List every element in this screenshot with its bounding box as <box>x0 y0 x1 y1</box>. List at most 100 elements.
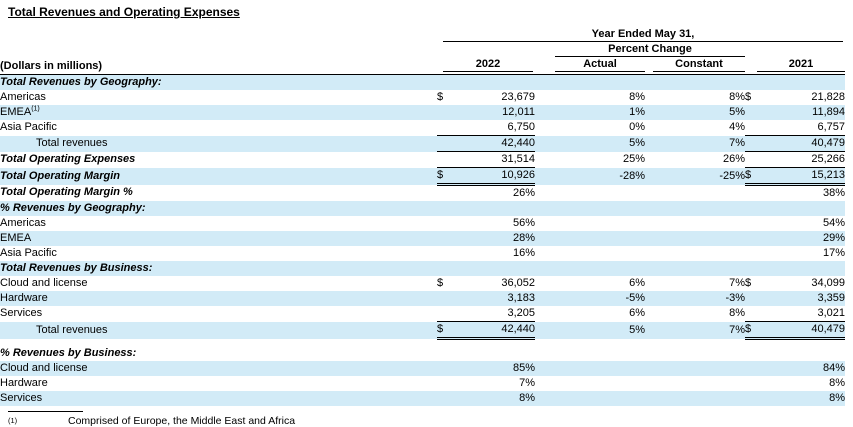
value-pct-constant <box>645 216 745 231</box>
value-2022: 16% <box>512 247 535 259</box>
col-header-actual: Actual <box>555 58 645 72</box>
value-2021: 40,479 <box>759 321 845 340</box>
footnote-ref: (1) <box>31 105 40 113</box>
table-row: Americas $23,679 8% 8% $21,828 <box>0 90 845 105</box>
value-pct-constant: -3% <box>645 291 745 306</box>
dollar-sign-2022 <box>437 291 453 306</box>
row-label-text: Total Revenues by Geography: <box>0 76 162 88</box>
value-2022: 42,440 <box>453 135 535 152</box>
revenues-expenses-table: Year Ended May 31, Percent Change (Dolla… <box>0 28 845 406</box>
footnote-divider <box>8 411 83 412</box>
row-label: Cloud and license <box>0 276 437 291</box>
value-pct-constant: 7% <box>645 135 745 152</box>
dollar-sign-2022: $ <box>437 277 444 289</box>
value-pct-constant <box>645 261 745 276</box>
value-pct-actual <box>535 74 645 90</box>
row-label-text: Total Operating Expenses <box>0 153 136 165</box>
row-label-text: Total Operating Margin <box>0 169 120 182</box>
dollar-sign-2021: $ <box>745 167 759 186</box>
table-header: Year Ended May 31, Percent Change (Dolla… <box>0 28 845 75</box>
row-label: Americas <box>0 216 437 231</box>
dollar-sign-2021 <box>745 216 759 231</box>
table-row: Total Operating Expenses 31,514 25% 26% 25,2… <box>0 151 845 168</box>
table-row: Hardware 3,183 -5% -3% 3,359 <box>0 291 845 306</box>
spacer-cell <box>0 338 845 346</box>
table-row: Total revenues 42,440 5% 7% 40,479 <box>0 135 845 152</box>
dollar-sign-2022 <box>437 231 453 246</box>
value-pct-actual: 5% <box>535 135 645 152</box>
value-pct-constant: 5% <box>645 105 745 120</box>
row-label-text: EMEA <box>0 232 32 244</box>
table-row: EMEA(1) 12,011 1% 5% 11,894 <box>0 105 845 120</box>
value-2022: 23,679 <box>501 91 535 103</box>
value-pct-actual <box>535 261 645 276</box>
value-pct-actual <box>535 361 645 376</box>
row-label: Cloud and license <box>0 361 437 376</box>
value-pct-actual: -28% <box>535 167 645 185</box>
value-2021 <box>759 261 845 276</box>
value-pct-constant <box>645 185 745 202</box>
value-2021 <box>759 346 845 361</box>
dollar-sign-2022 <box>437 201 453 216</box>
col-header-constant: Constant <box>653 58 745 72</box>
dollar-sign-2022 <box>437 151 453 168</box>
dollar-sign-2022 <box>437 361 453 376</box>
value-2022: 6,750 <box>453 120 535 136</box>
value-pct-constant: 7% <box>645 321 745 339</box>
row-label-text: % Revenues by Business: <box>0 347 137 359</box>
value-pct-constant: 4% <box>729 121 745 134</box>
value-2021: 84% <box>759 361 845 376</box>
dollar-sign-2022 <box>437 306 453 322</box>
row-label: Asia Pacific <box>0 246 437 261</box>
dollar-sign-2022 <box>437 74 453 90</box>
value-pct-constant: 26% <box>722 153 745 165</box>
row-label-text: Americas <box>0 217 46 229</box>
value-2022: 28% <box>453 231 535 246</box>
value-pct-actual <box>535 231 645 246</box>
row-label: Total revenues <box>0 321 437 339</box>
row-label: Total Revenues by Geography: <box>0 74 437 90</box>
value-pct-actual: 5% <box>535 321 645 339</box>
value-pct-actual: 0% <box>629 121 645 134</box>
value-2021: 3,359 <box>759 291 845 306</box>
table-row: Cloud and license 85% 84% <box>0 361 845 376</box>
dollar-sign-2021 <box>745 261 759 276</box>
value-pct-constant: 8% <box>729 307 745 320</box>
value-pct-actual <box>535 201 645 216</box>
dollar-sign-2022 <box>437 346 453 361</box>
row-label-text: Hardware <box>0 377 48 389</box>
row-label: Total Operating Expenses <box>0 152 437 168</box>
column-headers-row: (Dollars in millions) 2022 Actual Consta… <box>0 57 845 75</box>
value-pct-constant: 7% <box>729 277 745 289</box>
row-label: Total Revenues by Business: <box>0 261 437 276</box>
value-pct-actual: 25% <box>622 153 645 165</box>
value-pct-actual: 6% <box>629 307 645 320</box>
value-pct-constant <box>645 376 745 391</box>
value-2021: 6,757 <box>759 120 845 136</box>
row-label-text: Services <box>0 307 43 320</box>
value-pct-actual: -5% <box>535 291 645 306</box>
value-2021: 15,213 <box>759 167 845 186</box>
dollar-sign-2021 <box>745 346 759 361</box>
table-row: Total revenues $42,440 5% 7% $40,479 <box>0 321 845 340</box>
col-header-2022: 2022 <box>443 58 533 72</box>
value-2021: 21,828 <box>811 91 845 103</box>
row-label: Hardware <box>0 376 437 391</box>
dollar-sign-2021 <box>745 391 759 406</box>
value-2021: 38% <box>822 187 845 199</box>
dollar-sign-2021 <box>745 105 759 120</box>
row-label: EMEA <box>0 231 437 246</box>
value-pct-actual <box>535 185 645 202</box>
value-2021: 25,266 <box>759 151 845 168</box>
value-2022 <box>453 346 535 361</box>
value-2021: 40,479 <box>759 135 845 152</box>
value-pct-actual: 1% <box>535 105 645 120</box>
value-pct-actual: 8% <box>629 91 645 103</box>
dollar-sign-2021: $ <box>745 277 752 289</box>
row-label: Services <box>0 391 437 406</box>
dollar-sign-2022 <box>437 376 453 391</box>
value-pct-constant <box>645 201 745 216</box>
value-2021 <box>759 74 845 90</box>
row-label: Total Operating Margin <box>0 167 437 185</box>
